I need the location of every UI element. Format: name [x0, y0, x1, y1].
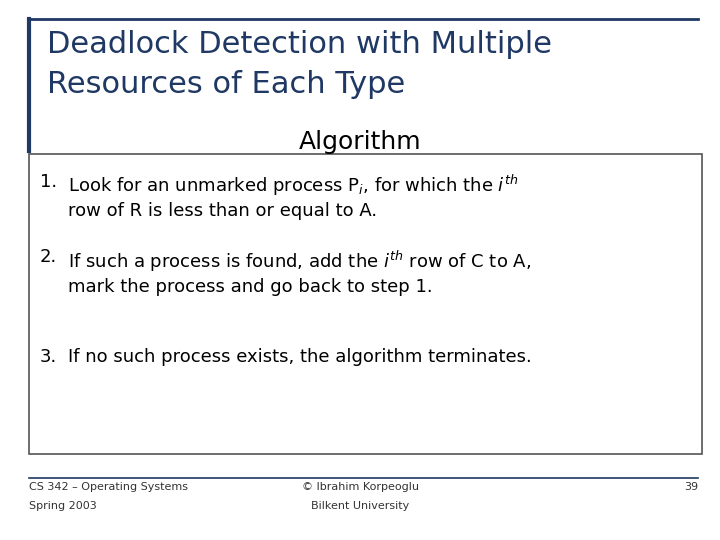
Text: Bilkent University: Bilkent University	[311, 501, 409, 511]
Text: Look for an unmarked process $\mathsf{P}_i$, for which the $i^{th}$: Look for an unmarked process $\mathsf{P}…	[68, 173, 519, 198]
Text: 1.: 1.	[40, 173, 57, 191]
Text: 3.: 3.	[40, 348, 57, 366]
Text: Spring 2003: Spring 2003	[29, 501, 96, 511]
Text: 39: 39	[684, 482, 698, 492]
Text: Resources of Each Type: Resources of Each Type	[47, 70, 405, 99]
Text: mark the process and go back to step 1.: mark the process and go back to step 1.	[68, 278, 433, 296]
Text: Deadlock Detection with Multiple: Deadlock Detection with Multiple	[47, 30, 552, 59]
FancyBboxPatch shape	[29, 154, 702, 454]
Text: row of R is less than or equal to A.: row of R is less than or equal to A.	[68, 202, 377, 220]
Text: If such a process is found, add the $i^{th}$ row of C to A,: If such a process is found, add the $i^{…	[68, 248, 531, 274]
Text: If no such process exists, the algorithm terminates.: If no such process exists, the algorithm…	[68, 348, 532, 366]
Text: 2.: 2.	[40, 248, 57, 266]
Text: CS 342 – Operating Systems: CS 342 – Operating Systems	[29, 482, 188, 492]
Text: © Ibrahim Korpeoglu: © Ibrahim Korpeoglu	[302, 482, 418, 492]
Text: Algorithm: Algorithm	[299, 130, 421, 153]
